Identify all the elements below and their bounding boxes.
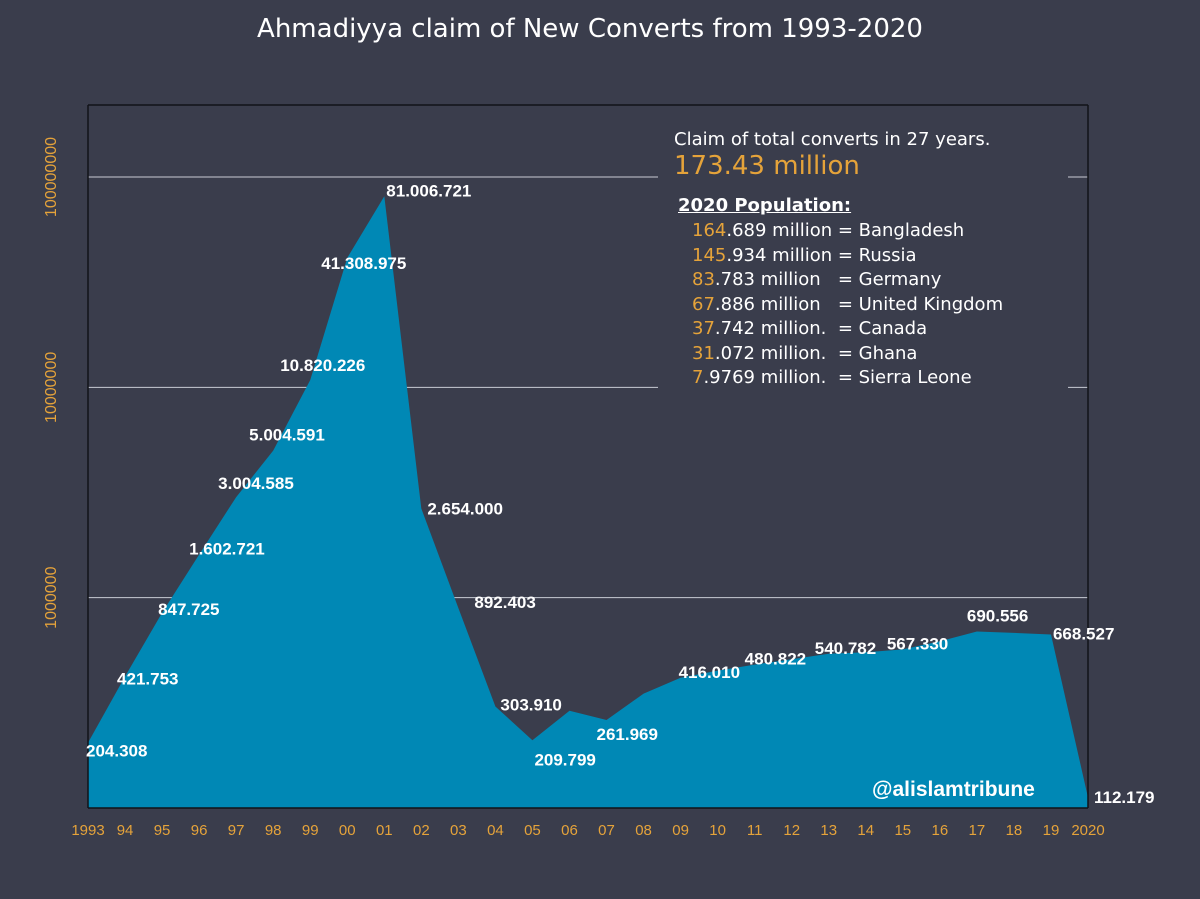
x-tick-label: 97	[228, 822, 245, 839]
data-label: 303.910	[500, 695, 561, 714]
x-tick-label: 19	[1043, 822, 1060, 839]
x-tick-label: 16	[932, 822, 949, 839]
x-tick-label: 1993	[71, 822, 104, 839]
data-label: 421.753	[117, 670, 178, 689]
data-label: 668.527	[1053, 624, 1114, 643]
data-label: 5.004.591	[249, 426, 325, 445]
data-label: 416.010	[679, 663, 740, 682]
chart-title: Ahmadiyya claim of New Converts from 199…	[257, 14, 923, 44]
population-rest: .9769 million. = Sierra Leone	[703, 367, 972, 388]
x-tick-label: 99	[302, 822, 319, 839]
x-tick-label: 18	[1006, 822, 1023, 839]
population-rest: .689 million = Bangladesh	[726, 220, 965, 241]
population-item: 83.783 million = Germany	[692, 268, 1003, 293]
x-tick-label: 00	[339, 822, 356, 839]
x-tick-label: 95	[154, 822, 171, 839]
data-label: 690.556	[967, 606, 1028, 625]
population-lead: 7	[692, 367, 704, 388]
x-tick-label: 11	[747, 822, 763, 839]
data-labels: 204.308 421.753 847.725 1.602.721 3.004.585 5…	[86, 181, 1155, 807]
population-rest: .934 million = Russia	[726, 244, 917, 266]
data-label: 41.308.975	[321, 254, 406, 273]
x-tick-label: 01	[376, 822, 393, 839]
watermark: @alislamtribune	[872, 778, 1035, 801]
info-total: 173.43 million	[674, 151, 860, 181]
x-tick-label: 14	[857, 822, 874, 839]
data-label: 540.782	[815, 639, 876, 658]
population-lead: 83	[692, 269, 715, 290]
x-tick-label: 06	[561, 822, 578, 839]
population-item: 164.689 million = Bangladesh	[692, 219, 1003, 244]
x-tick-label: 12	[783, 822, 800, 839]
population-lead: 164	[692, 220, 727, 241]
y-tick-label: 100000000	[43, 137, 60, 217]
data-label: 261.969	[597, 725, 658, 744]
population-rest: .072 million. = Ghana	[714, 342, 918, 364]
x-tick-label: 08	[635, 822, 652, 839]
y-axis-ticks: 1000000 10000000 100000000	[43, 137, 60, 629]
area-path	[88, 196, 1088, 809]
population-lead: 145	[692, 244, 727, 266]
y-tick-label: 10000000	[43, 352, 60, 423]
data-label: 204.308	[86, 742, 147, 761]
x-tick-label: 10	[709, 822, 726, 839]
data-label: 1.602.721	[189, 540, 265, 559]
population-lead: 37	[692, 318, 715, 339]
data-label: 480.822	[745, 650, 806, 669]
population-item: 31.072 million. = Ghana	[692, 342, 1003, 367]
population-item: 7.9769 million. = Sierra Leone	[692, 366, 1003, 391]
x-tick-label: 94	[117, 822, 134, 839]
x-tick-label: 02	[413, 822, 430, 839]
x-tick-label: 96	[191, 822, 208, 839]
data-label: 10.820.226	[280, 356, 365, 375]
data-label: 567.330	[887, 634, 948, 653]
data-label: 81.006.721	[386, 181, 471, 200]
info-headline: Claim of total converts in 27 years.	[674, 129, 991, 150]
population-heading: 2020 Population:	[678, 195, 852, 216]
x-tick-label: 13	[820, 822, 837, 839]
info-box: Claim of total converts in 27 years. 173…	[658, 123, 1068, 395]
data-label: 892.403	[474, 593, 535, 612]
data-label: 209.799	[534, 750, 595, 769]
data-label: 3.004.585	[218, 474, 294, 493]
x-tick-label: 07	[598, 822, 615, 839]
area-series	[88, 196, 1088, 809]
population-lead: 67	[692, 293, 715, 315]
y-tick-label: 1000000	[43, 566, 60, 628]
population-lead: 31	[692, 342, 715, 364]
population-rest: .742 million. = Canada	[714, 318, 928, 339]
population-rest: .886 million = United Kingdom	[714, 293, 1004, 315]
x-tick-label: 17	[969, 822, 986, 839]
x-axis-ticks: 1993 94 95 96 97 98 99 00 01 02 03 04 05 06 07 08 09 10 11…	[71, 822, 1104, 839]
population-item: 37.742 million. = Canada	[692, 317, 1003, 342]
x-tick-label: 09	[672, 822, 689, 839]
x-tick-label: 05	[524, 822, 541, 839]
x-tick-label: 03	[450, 822, 467, 839]
population-item: 67.886 million = United Kingdom	[692, 293, 1003, 318]
population-list: 164.689 million = Bangladesh 145.934 mill…	[692, 219, 1003, 391]
x-tick-label: 2020	[1071, 822, 1104, 839]
data-label: 2.654.000	[427, 500, 503, 519]
x-tick-label: 04	[487, 822, 504, 839]
population-item: 145.934 million = Russia	[692, 244, 1003, 269]
x-tick-label: 15	[894, 822, 911, 839]
plot-frame	[87, 104, 1089, 809]
data-label: 112.179	[1094, 788, 1155, 807]
data-label: 847.725	[158, 600, 219, 619]
x-tick-label: 98	[265, 822, 282, 839]
population-rest: .783 million = Germany	[714, 269, 942, 290]
